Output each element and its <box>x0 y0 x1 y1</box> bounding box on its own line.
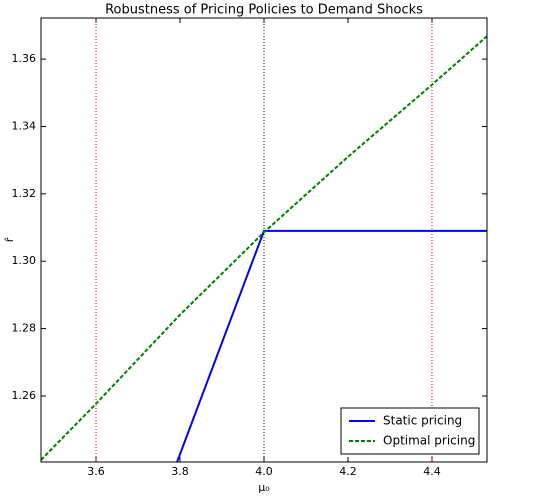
y-tick-label: 1.26 <box>12 389 37 402</box>
x-tick-label: 4.2 <box>339 465 357 478</box>
y-tick-label: 1.30 <box>12 254 37 267</box>
y-tick-label: 1.34 <box>12 119 37 132</box>
chart-title: Robustness of Pricing Policies to Demand… <box>105 3 423 18</box>
x-axis-label: μ₀ <box>258 481 270 494</box>
x-tick-label: 4.0 <box>255 465 273 478</box>
y-tick-label: 1.28 <box>12 322 37 335</box>
series-line <box>176 229 487 462</box>
legend-label: Optimal pricing <box>383 434 475 448</box>
legend-label: Static pricing <box>383 414 462 428</box>
plot-area <box>41 35 487 462</box>
x-tick-label: 3.6 <box>87 465 105 478</box>
x-tick-label: 4.4 <box>423 465 441 478</box>
y-tick-label: 1.36 <box>12 52 37 65</box>
x-tick-label: 3.8 <box>171 465 189 478</box>
series-line <box>41 35 487 461</box>
plot-frame <box>40 17 488 463</box>
legend-box <box>340 407 480 455</box>
y-axis-label: r̂ <box>3 237 16 242</box>
y-tick-label: 1.32 <box>12 187 37 200</box>
